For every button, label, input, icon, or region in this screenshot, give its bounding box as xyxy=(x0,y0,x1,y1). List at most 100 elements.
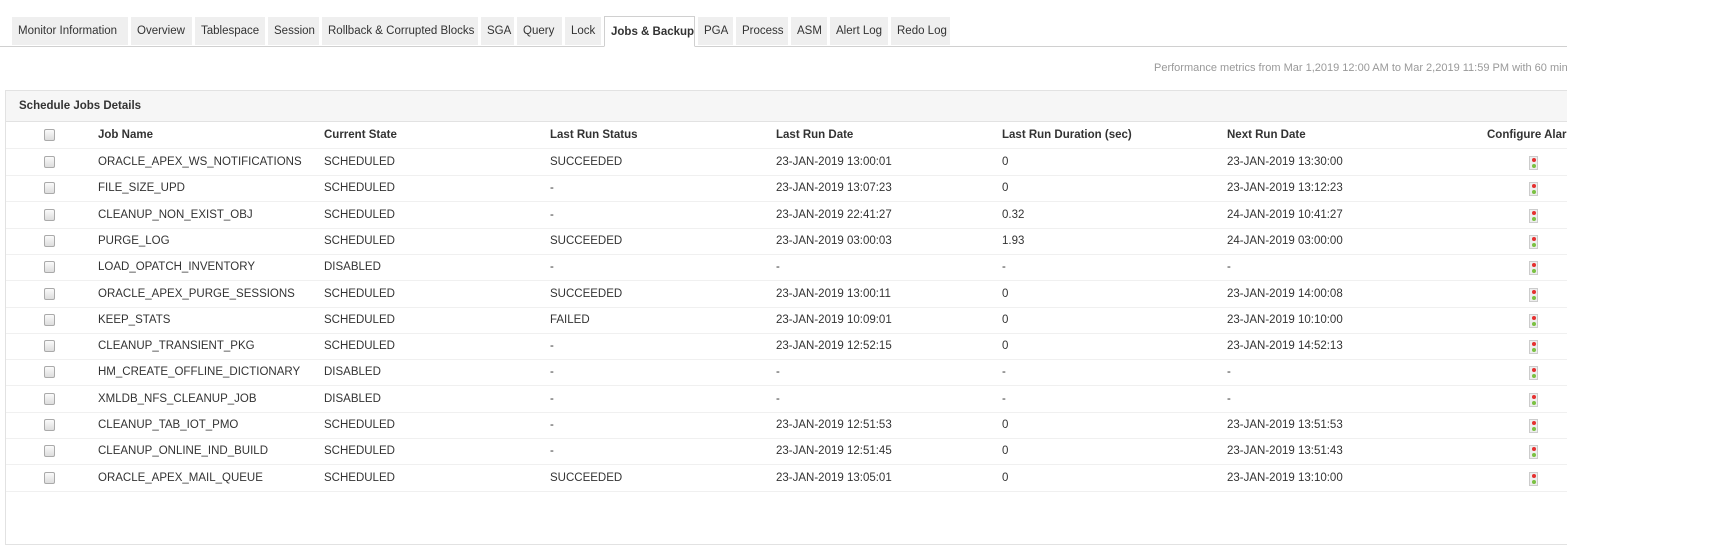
tab-lock[interactable]: Lock xyxy=(565,17,601,45)
last-run-status-cell: - xyxy=(550,208,554,221)
last-run-date-cell: 23-JAN-2019 10:09:01 xyxy=(776,313,892,326)
column-header: Job Name xyxy=(98,129,153,141)
tab-tablespace[interactable]: Tablespace xyxy=(195,17,265,45)
tab-alert-log[interactable]: Alert Log xyxy=(830,17,888,45)
last-run-duration-cell: - xyxy=(1002,366,1006,379)
row-checkbox[interactable] xyxy=(44,182,55,195)
row-checkbox[interactable] xyxy=(44,234,55,247)
select-all-checkbox[interactable] xyxy=(44,129,55,141)
next-run-date-cell: 23-JAN-2019 13:10:00 xyxy=(1227,471,1343,484)
traffic-light-icon[interactable] xyxy=(1529,471,1538,486)
next-run-date-cell: 23-JAN-2019 14:52:13 xyxy=(1227,340,1343,353)
traffic-light-icon[interactable] xyxy=(1529,261,1538,276)
last-run-date-cell: 23-JAN-2019 13:00:01 xyxy=(776,156,892,168)
job-name-cell: CLEANUP_TAB_IOT_PMO xyxy=(98,419,239,431)
current-state-cell: SCHEDULED xyxy=(324,340,395,353)
row-checkbox[interactable] xyxy=(44,261,55,274)
table-row: KEEP_STATS SCHEDULED FAILED 23-JAN-2019 10:… xyxy=(6,307,1567,334)
last-run-date-cell: 23-JAN-2019 13:05:01 xyxy=(776,471,892,484)
last-run-status-cell: - xyxy=(550,340,554,353)
column-header: Current State xyxy=(324,129,397,141)
last-run-duration-cell: 0 xyxy=(1002,156,1009,168)
column-header: Last Run Date xyxy=(776,129,854,141)
row-checkbox[interactable] xyxy=(44,445,55,458)
row-checkbox[interactable] xyxy=(44,287,55,300)
tab-pga[interactable]: PGA xyxy=(698,17,733,45)
current-state-cell: SCHEDULED xyxy=(324,313,395,326)
tab-asm[interactable]: ASM xyxy=(791,17,827,45)
current-state-cell: SCHEDULED xyxy=(324,208,395,221)
last-run-duration-cell: 0 xyxy=(1002,340,1009,353)
traffic-light-icon[interactable] xyxy=(1529,366,1538,381)
tab-rollback-corrupted-blocks[interactable]: Rollback & Corrupted Blocks xyxy=(322,17,478,45)
job-name-cell: XMLDB_NFS_CLEANUP_JOB xyxy=(98,392,257,405)
row-checkbox[interactable] xyxy=(44,313,55,326)
traffic-light-icon[interactable] xyxy=(1529,419,1538,433)
traffic-light-icon[interactable] xyxy=(1529,208,1538,223)
last-run-status-cell: FAILED xyxy=(550,313,590,326)
row-checkbox[interactable] xyxy=(44,366,55,379)
row-checkbox[interactable] xyxy=(44,392,55,405)
current-state-cell: SCHEDULED xyxy=(324,287,395,300)
job-name-cell: KEEP_STATS xyxy=(98,313,171,326)
traffic-light-icon[interactable] xyxy=(1529,287,1538,302)
last-run-status-cell: SUCCEEDED xyxy=(550,234,623,247)
last-run-status-cell: - xyxy=(550,419,554,431)
current-state-cell: SCHEDULED xyxy=(324,182,395,195)
table-row: CLEANUP_TRANSIENT_PKG SCHEDULED - 23-JAN-20… xyxy=(6,333,1567,361)
tab-monitor-information[interactable]: Monitor Information xyxy=(12,17,128,45)
row-checkbox[interactable] xyxy=(44,419,55,431)
traffic-light-icon[interactable] xyxy=(1529,156,1538,170)
last-run-date-cell: 23-JAN-2019 12:51:45 xyxy=(776,445,892,458)
traffic-light-icon[interactable] xyxy=(1529,340,1538,355)
last-run-duration-cell: 0 xyxy=(1002,445,1009,458)
current-state-cell: SCHEDULED xyxy=(324,445,395,458)
tab-jobs-backup[interactable]: Jobs & Backup xyxy=(604,16,695,47)
traffic-light-icon[interactable] xyxy=(1529,234,1538,249)
tab-process[interactable]: Process xyxy=(736,17,788,45)
tab-redo-log[interactable]: Redo Log xyxy=(891,17,950,45)
row-checkbox[interactable] xyxy=(44,156,55,168)
next-run-date-cell: - xyxy=(1227,261,1231,274)
last-run-date-cell: - xyxy=(776,261,780,274)
panel-title: Schedule Jobs Details xyxy=(6,91,1567,122)
tab-sga[interactable]: SGA xyxy=(481,17,514,45)
last-run-date-cell: 23-JAN-2019 03:00:03 xyxy=(776,234,892,247)
row-checkbox[interactable] xyxy=(44,208,55,221)
last-run-duration-cell: 0 xyxy=(1002,471,1009,484)
traffic-light-icon[interactable] xyxy=(1529,445,1538,460)
tab-session[interactable]: Session xyxy=(268,17,319,45)
last-run-duration-cell: 0 xyxy=(1002,313,1009,326)
table-row: LOAD_OPATCH_INVENTORY DISABLED - - - - xyxy=(6,254,1567,282)
table-row: ORACLE_APEX_MAIL_QUEUE SCHEDULED SUCCEEDED… xyxy=(6,465,1567,492)
job-name-cell: FILE_SIZE_UPD xyxy=(98,182,185,195)
table-row: ORACLE_APEX_WS_NOTIFICATIONS SCHEDULED SUC… xyxy=(6,149,1567,176)
next-run-date-cell: 23-JAN-2019 13:51:53 xyxy=(1227,419,1343,431)
last-run-date-cell: 23-JAN-2019 12:52:15 xyxy=(776,340,892,353)
traffic-light-icon[interactable] xyxy=(1529,313,1538,328)
row-checkbox[interactable] xyxy=(44,340,55,353)
column-header: Configure Alarms xyxy=(1487,129,1567,141)
traffic-light-icon[interactable] xyxy=(1529,392,1538,407)
last-run-duration-cell: 0 xyxy=(1002,287,1009,300)
traffic-light-icon[interactable] xyxy=(1529,182,1538,197)
current-state-cell: DISABLED xyxy=(324,392,381,405)
next-run-date-cell: 24-JAN-2019 10:41:27 xyxy=(1227,208,1343,221)
tab-query[interactable]: Query xyxy=(517,17,562,45)
current-state-cell: SCHEDULED xyxy=(324,471,395,484)
column-header: Last Run Duration (sec) xyxy=(1002,129,1132,141)
last-run-date-cell: 23-JAN-2019 12:51:53 xyxy=(776,419,892,431)
last-run-duration-cell: - xyxy=(1002,392,1006,405)
last-run-status-cell: SUCCEEDED xyxy=(550,287,623,300)
job-name-cell: ORACLE_APEX_PURGE_SESSIONS xyxy=(98,287,295,300)
table-row: PURGE_LOG SCHEDULED SUCCEEDED 23-JAN-2019 0… xyxy=(6,228,1567,255)
next-run-date-cell: 23-JAN-2019 13:51:43 xyxy=(1227,445,1343,458)
job-name-cell: LOAD_OPATCH_INVENTORY xyxy=(98,261,255,274)
job-name-cell: PURGE_LOG xyxy=(98,234,170,247)
tab-overview[interactable]: Overview xyxy=(131,17,192,45)
table-row: HM_CREATE_OFFLINE_DICTIONARY DISABLED - - - - xyxy=(6,359,1567,387)
row-checkbox[interactable] xyxy=(44,471,55,484)
last-run-date-cell: 23-JAN-2019 22:41:27 xyxy=(776,208,892,221)
job-name-cell: CLEANUP_TRANSIENT_PKG xyxy=(98,340,255,353)
job-name-cell: HM_CREATE_OFFLINE_DICTIONARY xyxy=(98,366,301,379)
